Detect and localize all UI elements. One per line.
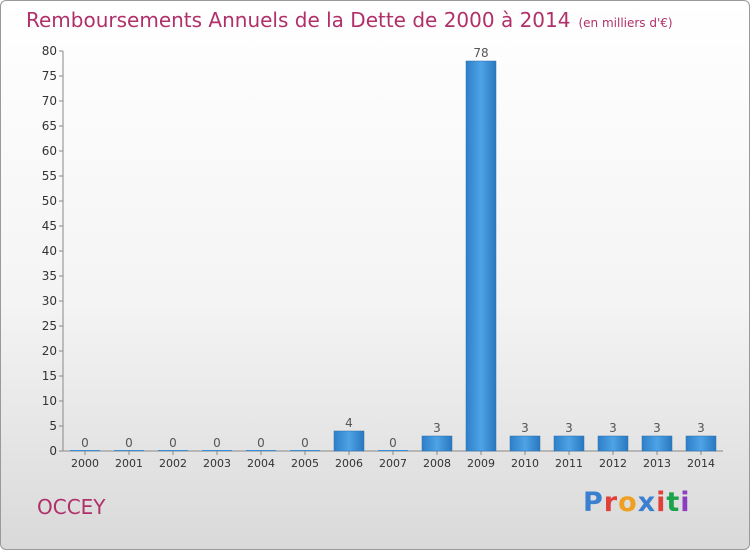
logo-letter: x — [637, 487, 657, 518]
bar — [246, 450, 276, 451]
x-tick-label: 2001 — [115, 457, 143, 470]
x-tick-label: 2011 — [555, 457, 583, 470]
bar — [378, 450, 408, 451]
bar — [553, 435, 585, 452]
x-tick-label: 2013 — [643, 457, 671, 470]
x-tick-label: 2007 — [379, 457, 407, 470]
logo-letter: r — [603, 487, 619, 518]
y-tick-label: 30 — [42, 294, 57, 308]
logo-letter: t — [666, 487, 681, 518]
chart-subtitle: (en milliers d'€) — [578, 16, 673, 30]
x-tick-label: 2004 — [247, 457, 275, 470]
bar — [333, 430, 365, 452]
bar — [597, 435, 629, 452]
y-tick-label: 50 — [42, 194, 57, 208]
bar — [641, 435, 673, 452]
commune-name: OCCEY — [37, 495, 106, 519]
y-tick-label: 60 — [42, 144, 57, 158]
proxiti-logo: Proxiti — [583, 487, 691, 518]
chart-title-text: Remboursements Annuels de la Dette de 20… — [26, 8, 571, 32]
bar — [202, 450, 232, 451]
y-tick-label: 80 — [42, 44, 57, 58]
x-tick-label: 2012 — [599, 457, 627, 470]
x-tick-label: 2010 — [511, 457, 539, 470]
y-tick-label: 20 — [42, 344, 57, 358]
data-label: 0 — [169, 436, 177, 450]
y-tick-label: 65 — [42, 119, 57, 133]
data-label: 0 — [81, 436, 89, 450]
bar — [114, 450, 144, 451]
data-label: 0 — [389, 436, 397, 450]
data-label: 0 — [257, 436, 265, 450]
y-tick-label: 10 — [42, 394, 57, 408]
x-tick-label: 2014 — [687, 457, 715, 470]
x-tick-label: 2008 — [423, 457, 451, 470]
x-tick-label: 2005 — [291, 457, 319, 470]
bar — [290, 450, 320, 451]
data-label: 78 — [473, 46, 488, 60]
data-label: 3 — [433, 421, 441, 435]
data-label: 3 — [565, 421, 573, 435]
y-tick-label: 40 — [42, 244, 57, 258]
logo-letter: i — [680, 487, 691, 518]
x-tick-label: 2009 — [467, 457, 495, 470]
logo-letter: o — [618, 487, 638, 518]
x-tick-label: 2006 — [335, 457, 363, 470]
data-label: 0 — [301, 436, 309, 450]
y-tick-label: 0 — [49, 444, 57, 458]
x-tick-label: 2002 — [159, 457, 187, 470]
bar — [685, 435, 717, 452]
bar — [70, 450, 100, 451]
x-tick-label: 2003 — [203, 457, 231, 470]
bar — [421, 435, 453, 452]
y-tick-label: 55 — [42, 169, 57, 183]
data-label: 3 — [653, 421, 661, 435]
bar — [158, 450, 188, 451]
y-tick-label: 5 — [49, 419, 57, 433]
bar — [465, 60, 497, 452]
logo-letter: P — [583, 487, 604, 518]
x-tick-label: 2000 — [71, 457, 99, 470]
y-tick-label: 75 — [42, 69, 57, 83]
data-label: 0 — [213, 436, 221, 450]
data-label: 3 — [609, 421, 617, 435]
bar — [509, 435, 541, 452]
data-label: 4 — [345, 416, 353, 430]
y-tick-label: 35 — [42, 269, 57, 283]
chart-title: Remboursements Annuels de la Dette de 20… — [26, 8, 673, 32]
data-label: 3 — [521, 421, 529, 435]
y-tick-label: 15 — [42, 369, 57, 383]
data-label: 0 — [125, 436, 133, 450]
y-tick-label: 45 — [42, 219, 57, 233]
data-label: 3 — [697, 421, 705, 435]
logo-letter: i — [656, 487, 667, 518]
y-tick-label: 70 — [42, 94, 57, 108]
y-tick-label: 25 — [42, 319, 57, 333]
